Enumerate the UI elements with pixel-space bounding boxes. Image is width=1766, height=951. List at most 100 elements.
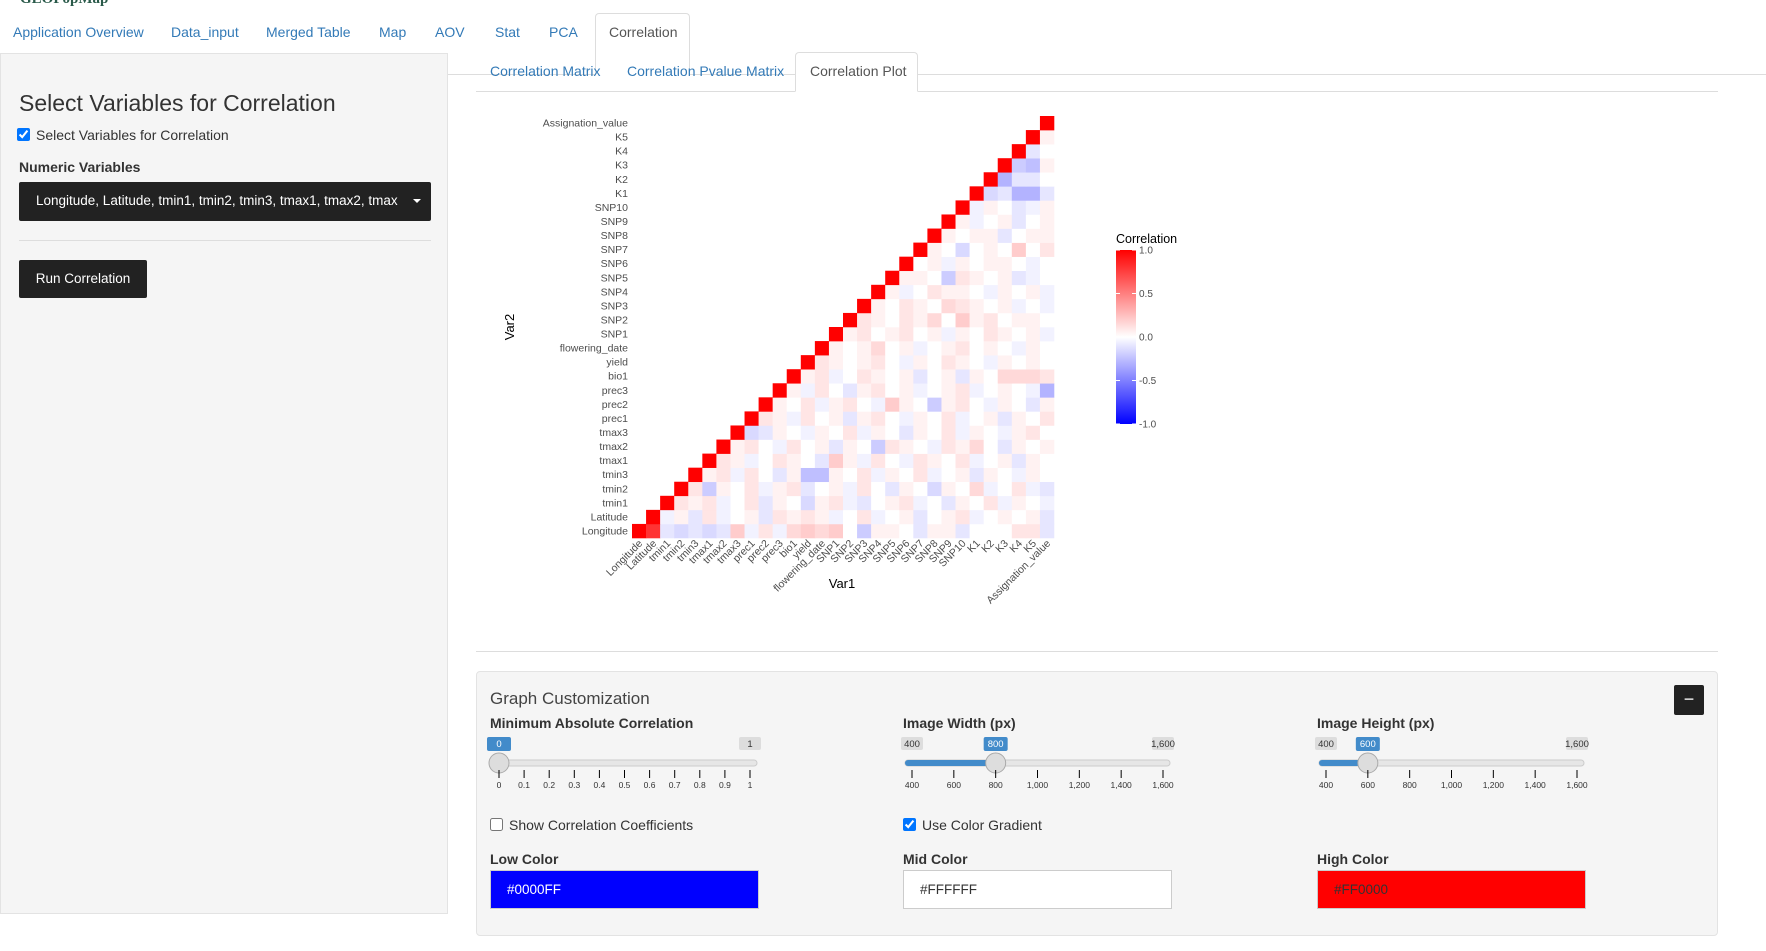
numeric-select[interactable]: Longitude, Latitude, tmin1, tmin2, tmin3… <box>19 182 431 221</box>
heat-cell <box>744 523 759 539</box>
heat-cell <box>955 312 970 328</box>
sub-tab[interactable]: Correlation Plot <box>810 63 907 79</box>
heat-cell <box>871 509 886 525</box>
color-input[interactable]: #0000FF <box>490 870 759 909</box>
heat-cell <box>941 284 956 300</box>
slider-tick-label: 600 <box>947 780 961 790</box>
heat-cell <box>1025 425 1041 440</box>
nav-tab[interactable]: Application Overview <box>13 24 144 40</box>
heat-cell <box>674 481 689 497</box>
heat-cell <box>716 481 731 497</box>
heat-cell <box>927 439 942 454</box>
nav-tab[interactable]: Correlation <box>609 24 678 40</box>
nav-tab[interactable]: Map <box>379 24 407 40</box>
heat-cell <box>885 453 900 468</box>
heat-cell <box>871 425 886 440</box>
run-button[interactable]: Run Correlation <box>19 260 147 298</box>
y-tick-label: SNP2 <box>601 314 629 326</box>
heat-cell <box>997 355 1013 370</box>
heat-cell <box>828 397 844 412</box>
nav-tab[interactable]: AOV <box>435 24 465 40</box>
heat-cell <box>730 523 745 539</box>
slider-bound-bg <box>1566 737 1588 750</box>
checkbox[interactable] <box>490 818 503 831</box>
nav-tab[interactable]: Merged Table <box>266 24 351 40</box>
heat-cell <box>955 481 970 497</box>
nav-tab[interactable]: Data_input <box>171 24 239 40</box>
heat-cell <box>941 495 956 511</box>
slider-bound-bg <box>739 737 761 750</box>
heat-cell <box>814 467 830 483</box>
checkbox-row[interactable]: Select Variables for Correlation <box>17 127 229 143</box>
color-input[interactable]: #FF0000 <box>1317 870 1586 909</box>
slider-tick-label: 0.1 <box>518 780 530 790</box>
heat-cell <box>927 509 942 525</box>
heat-cell <box>632 523 647 539</box>
color-input[interactable]: #FFFFFF <box>903 870 1172 909</box>
y-tick-label: prec3 <box>602 385 628 397</box>
heat-cell <box>843 467 858 483</box>
slider-value-bg <box>983 737 1008 751</box>
heat-cell <box>814 495 830 511</box>
heat-cell <box>927 411 942 426</box>
heat-cell <box>843 509 858 525</box>
heat-cell <box>899 425 914 440</box>
heat-cell <box>927 228 942 243</box>
heat-cell <box>772 523 788 539</box>
heat-cell <box>828 411 844 426</box>
slider-value-bg <box>1355 737 1380 751</box>
heat-cell <box>983 397 999 412</box>
checkbox-row[interactable]: Show Correlation Coefficients <box>490 817 693 833</box>
heat-cell <box>941 256 956 272</box>
slider-bound-bg <box>1152 737 1174 750</box>
heat-cell <box>857 467 872 483</box>
heat-cell <box>786 453 802 468</box>
heat-cell <box>843 355 858 370</box>
heat-cell <box>1039 172 1055 187</box>
y-tick-label: K1 <box>615 188 628 200</box>
heat-cell <box>828 467 844 483</box>
heat-cell <box>1011 242 1027 257</box>
nav-tab[interactable]: Stat <box>495 24 520 40</box>
heat-cell <box>941 214 956 229</box>
heat-cell <box>969 397 984 412</box>
customization-box: Graph Customization − 01000.10.20.30.40.… <box>476 671 1718 936</box>
heat-cell <box>955 327 970 342</box>
checkbox[interactable] <box>903 818 916 831</box>
heat-cell <box>885 411 900 426</box>
heat-cell <box>772 467 788 483</box>
sub-tab[interactable]: Correlation Pvalue Matrix <box>627 63 785 79</box>
heat-cell <box>899 369 914 384</box>
heat-cell <box>843 439 858 454</box>
heat-cell <box>913 242 928 257</box>
slider-fill <box>1319 760 1368 766</box>
slider-tick-label: 1,200 <box>1483 780 1505 790</box>
heat-cell <box>913 495 928 511</box>
heat-cell <box>997 158 1013 173</box>
heat-cell <box>983 341 999 356</box>
heat-cell <box>1011 467 1027 483</box>
heat-cell <box>786 439 802 454</box>
slider-bound: 1 <box>747 739 752 750</box>
heat-cell <box>941 312 956 328</box>
heat-cell <box>1011 298 1027 314</box>
heat-cell <box>955 284 970 300</box>
checkbox[interactable] <box>17 128 30 141</box>
heat-cell <box>843 523 858 539</box>
heat-cell <box>997 284 1013 300</box>
heat-cell <box>1039 130 1055 145</box>
heat-cell <box>786 411 802 426</box>
y-tick-label: SNP4 <box>601 286 629 298</box>
heat-cell <box>997 481 1013 497</box>
heat-cell <box>660 523 675 539</box>
checkbox-row[interactable]: Use Color Gradient <box>903 817 1042 833</box>
sub-tab[interactable]: Correlation Matrix <box>490 63 601 79</box>
heat-cell <box>885 284 900 300</box>
heat-cell <box>899 397 914 412</box>
heat-cell <box>758 411 773 426</box>
legend-title: Correlation <box>1116 232 1177 246</box>
heat-cell <box>1025 228 1041 243</box>
nav-tab[interactable]: PCA <box>549 24 578 40</box>
collapse-button[interactable]: − <box>1674 685 1704 715</box>
heat-cell <box>913 453 928 468</box>
